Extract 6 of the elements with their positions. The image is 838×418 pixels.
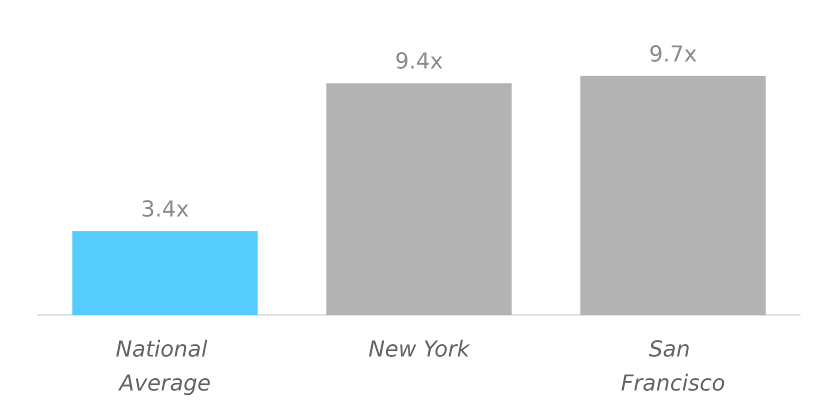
x-tick-label: San Francisco bbox=[620, 338, 726, 396]
data-label: 9.4x bbox=[394, 50, 444, 75]
x-tick-label: New York bbox=[368, 338, 471, 362]
data-label: 3.4x bbox=[140, 198, 190, 223]
data-label: 9.7x bbox=[648, 42, 698, 68]
x-tick-label: National Average bbox=[116, 338, 214, 396]
